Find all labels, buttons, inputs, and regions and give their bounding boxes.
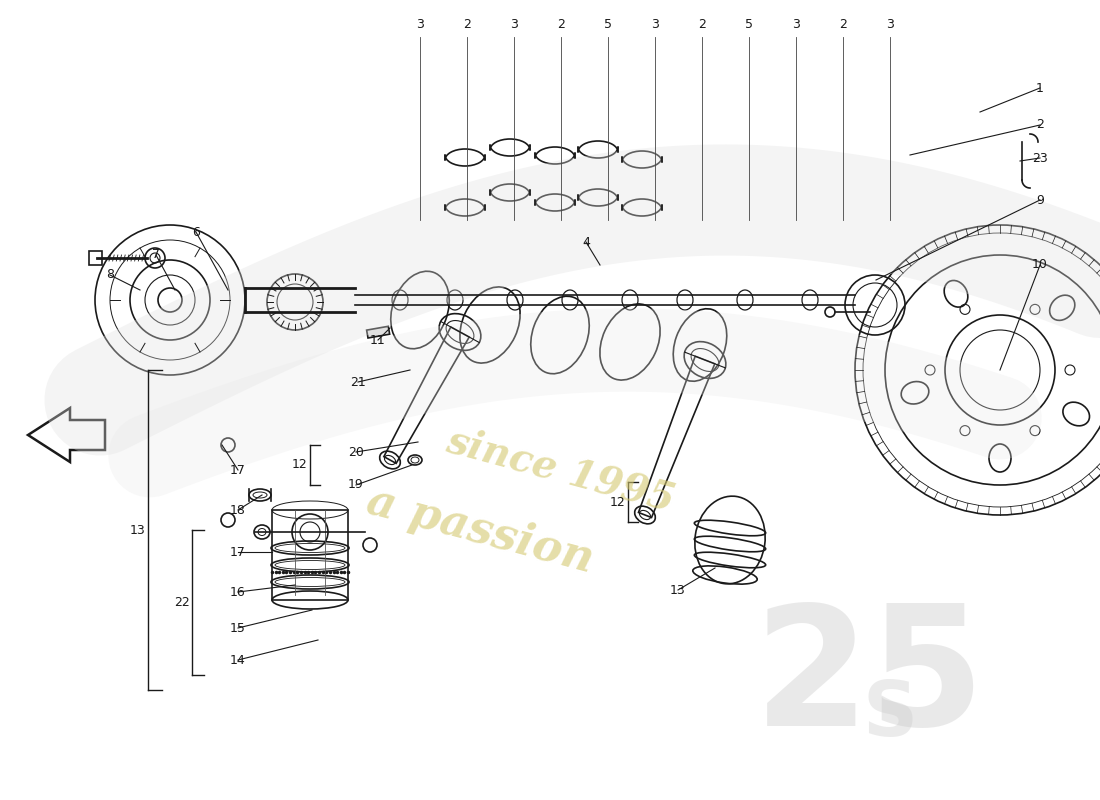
- Text: 7: 7: [152, 249, 160, 262]
- Text: a passion: a passion: [362, 479, 598, 581]
- Text: 13: 13: [130, 523, 146, 537]
- Text: 2: 2: [698, 18, 706, 31]
- Text: 20: 20: [348, 446, 364, 458]
- Text: 4: 4: [582, 235, 590, 249]
- Text: 18: 18: [230, 503, 246, 517]
- Text: S: S: [862, 678, 917, 752]
- Bar: [366, 326, 389, 338]
- Text: 25: 25: [755, 598, 986, 762]
- Bar: [272, 510, 348, 600]
- Text: 11: 11: [370, 334, 386, 346]
- Text: 17: 17: [230, 463, 246, 477]
- Text: 3: 3: [416, 18, 424, 31]
- Text: 12: 12: [610, 495, 626, 509]
- Text: 6: 6: [192, 226, 200, 238]
- Text: 3: 3: [651, 18, 659, 31]
- Text: 22: 22: [174, 597, 190, 610]
- Text: 5: 5: [604, 18, 612, 31]
- Text: 23: 23: [1032, 151, 1048, 165]
- Text: 16: 16: [230, 586, 246, 598]
- Text: 2: 2: [1036, 118, 1044, 131]
- Text: 21: 21: [350, 375, 366, 389]
- Text: 12: 12: [293, 458, 308, 471]
- Text: 10: 10: [1032, 258, 1048, 271]
- Text: 3: 3: [510, 18, 518, 31]
- Text: 3: 3: [792, 18, 800, 31]
- Bar: [89, 251, 102, 265]
- Text: 9: 9: [1036, 194, 1044, 206]
- Text: since 1995: since 1995: [442, 422, 679, 518]
- Text: 3: 3: [887, 18, 894, 31]
- Text: 2: 2: [557, 18, 565, 31]
- Text: 15: 15: [230, 622, 246, 634]
- Text: 19: 19: [348, 478, 364, 491]
- Text: 8: 8: [106, 269, 114, 282]
- Text: 14: 14: [230, 654, 246, 666]
- Text: 2: 2: [839, 18, 847, 31]
- Polygon shape: [28, 408, 105, 462]
- Text: 17: 17: [230, 546, 246, 558]
- Text: 13: 13: [670, 583, 686, 597]
- Text: 1: 1: [1036, 82, 1044, 94]
- Text: 5: 5: [745, 18, 754, 31]
- Text: 2: 2: [463, 18, 471, 31]
